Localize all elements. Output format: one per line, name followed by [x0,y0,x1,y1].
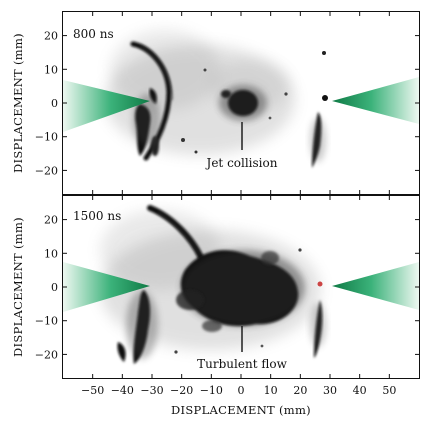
x-tick-label: −20 [170,384,193,397]
x-ticks: −50 −40 −30 −20 −10 0 10 20 30 40 50 [81,384,396,397]
panel-top-image [63,30,419,168]
y-ticks-top: 20 10 0 −10 −20 [35,12,419,194]
beam-right-bottom [332,262,419,310]
x-tick-label: 10 [264,384,278,397]
panel-bottom: 1500 ns Turbulent flow 20 10 0 −10 −20 [35,195,420,379]
y-tick-label: 20 [44,30,58,43]
x-tick-label: −50 [81,384,104,397]
y-tick-label: 10 [44,63,58,76]
panel-bottom-annotation: Turbulent flow [197,357,287,371]
beam-right-top [332,77,419,124]
x-tick-label: 20 [293,384,307,397]
x-tick-label: 50 [382,384,396,397]
y-tick-label: −10 [35,131,58,144]
y-axis-label-top: DISPLACEMENT (mm) [11,33,25,173]
y-tick-label: 0 [51,97,58,110]
panel-top: 800 ns Jet collision 20 10 0 −10 −20 [35,11,420,195]
x-tick-label: −40 [111,384,134,397]
y-tick-label: −20 [35,348,58,361]
panel-top-annotation: Jet collision [205,156,278,170]
y-tick-label: 20 [44,214,58,227]
y-tick-label: −10 [35,315,58,328]
y-axis-label-bottom: DISPLACEMENT (mm) [11,217,25,357]
x-tick-label: −10 [200,384,223,397]
y-tick-label: 10 [44,247,58,260]
beam-left-top [63,80,150,132]
y-tick-label: 0 [51,281,58,294]
x-tick-label: 30 [323,384,337,397]
panel-bottom-image [63,205,419,364]
beam-left-bottom [63,262,150,312]
x-tick-label: 0 [238,384,245,397]
x-tick-label: −30 [140,384,163,397]
x-tick-label: 40 [353,384,367,397]
y-tick-label: −20 [35,164,58,177]
panel-top-time-label: 800 ns [73,27,114,41]
y-ticks-bottom: 20 10 0 −10 −20 [35,196,419,378]
x-axis-label: DISPLACEMENT (mm) [171,403,311,417]
panel-bottom-time-label: 1500 ns [73,209,121,223]
